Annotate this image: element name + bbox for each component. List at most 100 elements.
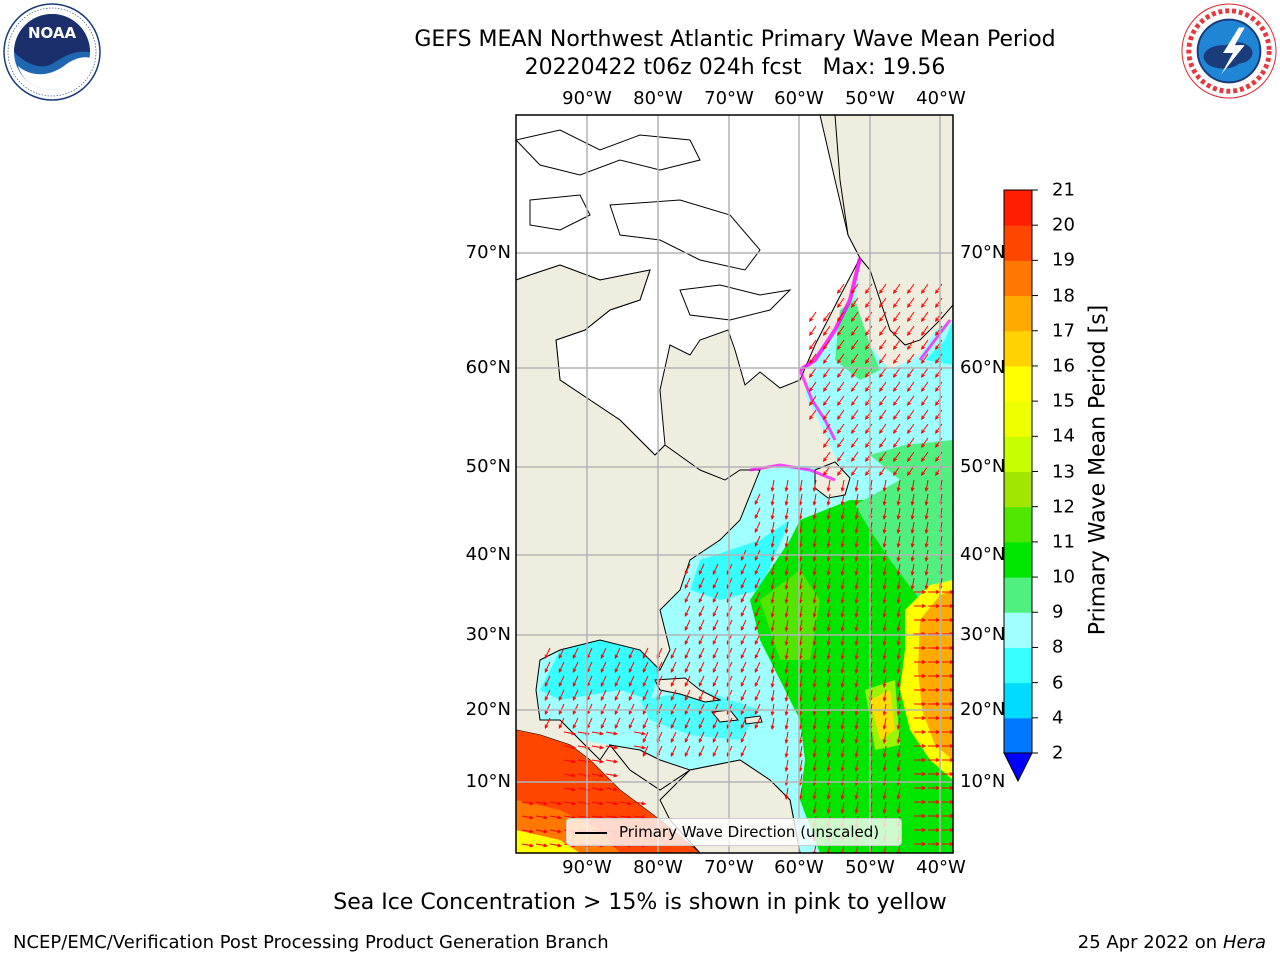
wave-arrow-head: [840, 767, 845, 772]
wave-arrow: [935, 381, 943, 392]
wave-arrow: [907, 297, 915, 308]
wave-arrow-head: [599, 801, 604, 806]
wave-arrow: [907, 367, 915, 378]
wave-arrow: [572, 661, 579, 673]
wave-arrow-head: [896, 627, 901, 632]
wave-arrow: [740, 563, 747, 575]
wave-arrow-head: [851, 373, 855, 378]
wave-arrow-head: [558, 724, 563, 730]
wave-arrow: [670, 689, 677, 701]
colorbar-bin: [1004, 401, 1032, 437]
wave-arrow: [925, 493, 929, 505]
wave-arrow-head: [851, 331, 855, 336]
wave-arrow-head: [698, 654, 703, 660]
wave-arrow-head: [558, 654, 563, 660]
wave-arrow-head: [921, 373, 925, 378]
wave-arrow-head: [837, 457, 841, 462]
title-line-2: 20220422 t06z 024h fcst Max: 19.56: [524, 55, 946, 80]
wave-arrow-head: [865, 443, 869, 448]
wave-arrow-head: [754, 696, 759, 702]
wave-arrow-head: [910, 529, 915, 534]
wave-arrow: [809, 395, 817, 406]
wave-arrow-head: [893, 415, 897, 420]
wave-arrow-head: [854, 501, 859, 506]
wave-arrow-head: [921, 786, 927, 790]
wave-arrow: [684, 661, 691, 673]
wave-arrow: [785, 591, 789, 603]
wave-arrow: [785, 787, 789, 799]
wave-arrow: [841, 493, 845, 505]
wave-arrow-head: [642, 654, 647, 660]
wave-arrow-head: [543, 843, 548, 848]
wave-arrow: [535, 843, 547, 847]
wave-arrow: [893, 367, 901, 378]
wave-arrow-head: [949, 828, 953, 832]
wave-arrow-head: [641, 745, 646, 750]
nws-logo: [1181, 3, 1277, 99]
wave-arrow-head: [854, 795, 859, 800]
wave-arrow-head: [854, 683, 859, 688]
wave-arrow-head: [840, 571, 845, 576]
wave-arrow: [837, 311, 845, 322]
wave-arrow-head: [812, 543, 817, 548]
wave-arrow-head: [812, 767, 817, 772]
wave-arrow-head: [896, 725, 901, 730]
wave-arrow: [827, 731, 831, 743]
wave-arrow: [893, 325, 901, 336]
wave-arrow: [883, 731, 887, 743]
colorbar-under-triangle: [1003, 752, 1033, 783]
wave-arrow-head: [628, 668, 633, 674]
wave-arrow-head: [712, 640, 717, 646]
colorbar-bin: [1004, 647, 1032, 684]
wave-arrow-head: [823, 415, 827, 420]
wave-arrow-head: [754, 528, 759, 534]
wave-arrow-head: [823, 457, 827, 462]
wave-arrow-head: [882, 641, 887, 646]
wave-arrow: [642, 717, 649, 729]
wave-arrow-head: [826, 543, 831, 548]
wave-arrow: [879, 325, 887, 336]
wave-arrow: [837, 325, 845, 336]
wave-arrow-head: [823, 471, 827, 476]
wave-arrow-head: [684, 626, 689, 632]
wave-arrow-head: [712, 570, 717, 576]
wave-arrow-head: [865, 289, 869, 294]
wave-arrow-head: [921, 590, 927, 594]
wave-arrow: [614, 661, 621, 673]
wave-arrow: [907, 395, 915, 406]
wave-arrow: [809, 353, 817, 364]
wave-arrow-head: [684, 668, 689, 674]
wave-arrow-head: [907, 373, 911, 378]
wave-arrow-head: [907, 471, 911, 476]
wave-arrow-head: [754, 584, 759, 590]
wave-arrow: [809, 325, 817, 336]
wave-arrow: [813, 591, 817, 603]
wave-arrow: [754, 689, 761, 701]
wave-arrow-head: [784, 501, 789, 506]
wave-arrow: [771, 479, 775, 491]
wave-arrow: [785, 605, 789, 617]
wave-arrow-head: [812, 585, 817, 590]
wave-arrow-head: [882, 515, 887, 520]
colorbar-bin: [1004, 717, 1032, 754]
colorbar-tick-label: 18: [1052, 285, 1075, 307]
noaa-logo-text: NOAA: [28, 24, 77, 42]
wave-arrow: [897, 731, 901, 743]
wave-arrow-head: [600, 654, 605, 660]
wave-arrow-head: [544, 710, 549, 716]
wave-arrow-head: [698, 738, 703, 744]
wave-arrow-head: [544, 696, 549, 702]
wave-arrow: [897, 633, 901, 645]
wave-arrow-head: [854, 697, 859, 702]
wave-arrow: [754, 535, 761, 547]
wave-arrow: [799, 787, 803, 799]
wave-arrow-head: [840, 809, 845, 814]
wave-arrow-head: [754, 668, 759, 674]
wave-arrow-head: [770, 529, 775, 534]
wave-arrow-head: [826, 809, 831, 814]
wave-arrow: [684, 675, 691, 687]
wave-arrow: [855, 661, 859, 673]
wave-arrow-head: [910, 501, 915, 506]
wave-arrow: [785, 563, 789, 575]
wave-arrow: [799, 675, 803, 687]
